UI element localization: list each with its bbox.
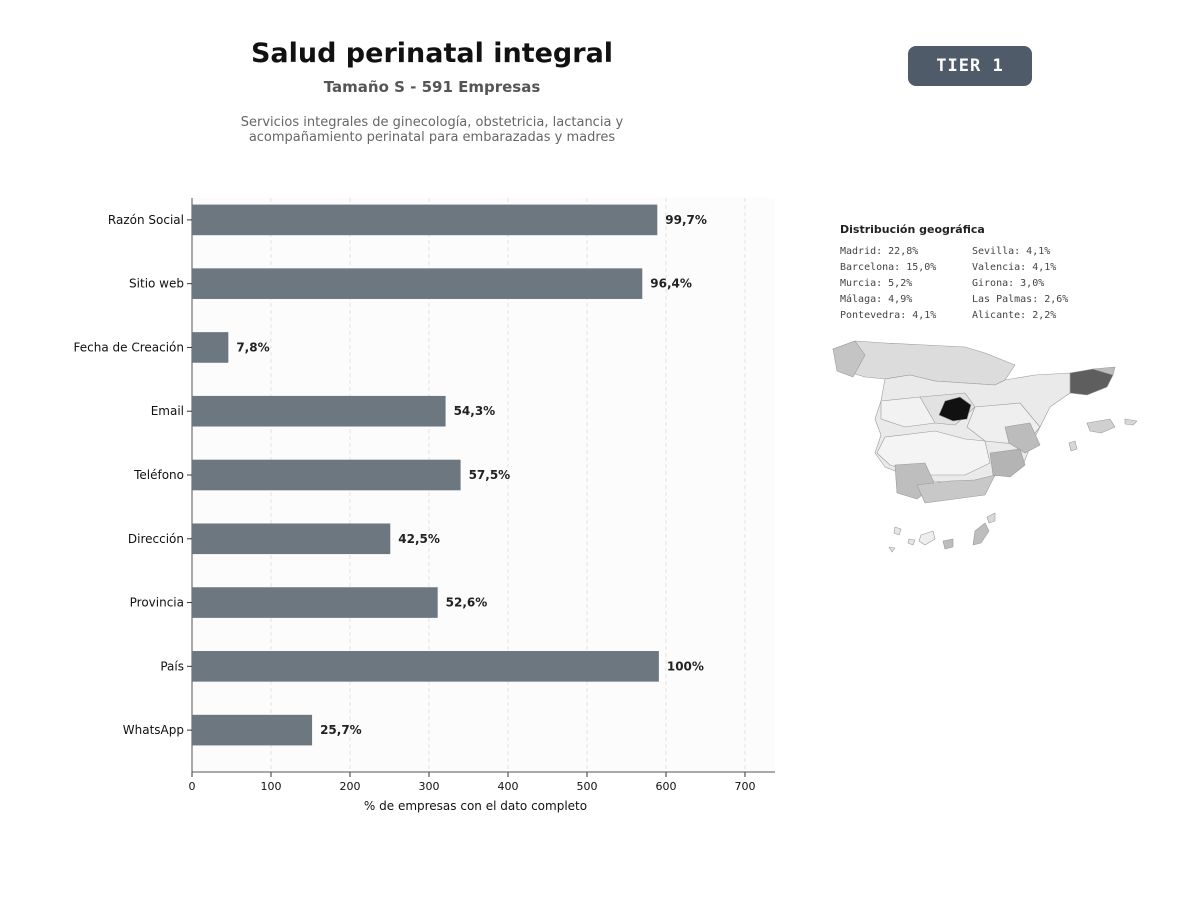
data-label: 99,7% (665, 213, 707, 227)
map-region (888, 546, 896, 553)
bar (192, 714, 313, 746)
y-tick-label: Fecha de Creación (74, 340, 184, 354)
x-tick-label: 100 (260, 780, 281, 793)
map-region (1068, 440, 1078, 452)
map-region (986, 512, 996, 524)
x-tick-label: 0 (189, 780, 196, 793)
map-region (938, 396, 972, 422)
data-label: 25,7% (320, 723, 362, 737)
geo-distribution-title: Distribución geográfica (840, 223, 985, 236)
geo-item: Barcelona: 15,0% (840, 262, 937, 273)
geo-item: Murcia: 5,2% (840, 278, 913, 289)
x-tick-label: 500 (576, 780, 597, 793)
chart-description: Servicios integrales de ginecología, obs… (240, 115, 624, 145)
y-tick-label: País (160, 659, 184, 673)
bar (192, 587, 438, 618)
geo-item: Girona: 3,0% (972, 278, 1045, 289)
data-label: 57,5% (469, 468, 511, 482)
y-tick-label: Razón Social (108, 213, 184, 227)
bar (192, 523, 391, 555)
map-region (1092, 366, 1116, 376)
map-region (876, 430, 991, 476)
y-tick-label: Provincia (130, 596, 184, 610)
data-label: 52,6% (446, 596, 488, 610)
y-tick-label: Email (151, 404, 184, 418)
bar (192, 395, 446, 427)
map-region (989, 448, 1026, 478)
y-tick-label: WhatsApp (123, 723, 184, 737)
geo-item: Pontevedra: 4,1% (840, 310, 937, 321)
geo-item: Madrid: 22,8% (840, 246, 919, 257)
bar (192, 651, 659, 682)
chart-title: Salud perinatal integral (250, 38, 614, 69)
geo-item: Málaga: 4,9% (840, 294, 913, 305)
x-axis-label: % de empresas con el dato completo (364, 799, 587, 813)
x-tick-label: 400 (497, 780, 518, 793)
y-tick-label: Teléfono (133, 468, 184, 482)
map-region (916, 474, 996, 504)
bar-chart: 0 100 200 300 400 500 600 700 Razón Social 99,7% S… (74, 198, 775, 813)
map-region (1124, 418, 1138, 426)
geo-item: Sevilla: 4,1% (972, 246, 1051, 257)
x-tick-label: 700 (734, 780, 755, 793)
tier-badge: TIER 1 (908, 46, 1032, 86)
bar (192, 332, 229, 363)
data-label: 100% (667, 659, 704, 673)
y-tick-label: Dirección (128, 532, 184, 546)
data-label: 54,3% (454, 404, 496, 418)
data-label: 7,8% (236, 340, 269, 354)
chart-subtitle: Tamaño S - 591 Empresas (323, 78, 541, 96)
map-region (918, 530, 936, 546)
map-region (1004, 422, 1041, 454)
bar (192, 268, 643, 299)
map-region (942, 538, 954, 550)
x-tick-label: 300 (418, 780, 439, 793)
geo-item: Valencia: 4,1% (972, 262, 1057, 273)
y-tick-label: Sitio web (129, 277, 184, 291)
map-region (893, 526, 902, 536)
geo-item: Alicante: 2,2% (972, 310, 1057, 321)
spain-map (832, 340, 1138, 553)
map-region (907, 538, 916, 546)
bar (192, 204, 658, 236)
map-region (1086, 418, 1116, 434)
data-label: 42,5% (398, 532, 440, 546)
map-region (832, 340, 866, 378)
map-region (972, 522, 990, 546)
geo-item: Las Palmas: 2,6% (972, 294, 1069, 305)
bar (192, 459, 461, 491)
data-label: 96,4% (650, 277, 692, 291)
x-tick-label: 200 (339, 780, 360, 793)
x-tick-label: 600 (655, 780, 676, 793)
